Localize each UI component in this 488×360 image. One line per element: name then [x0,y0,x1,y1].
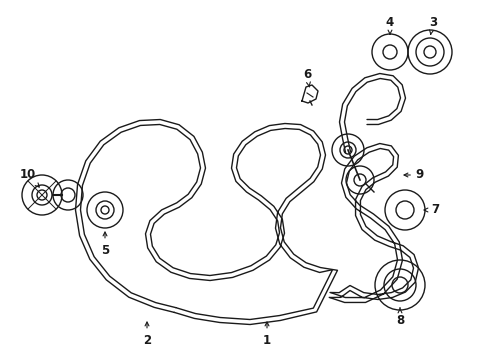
Text: 5: 5 [101,232,109,256]
Text: 7: 7 [423,203,438,216]
Text: 10: 10 [20,168,39,187]
Text: 2: 2 [142,322,151,346]
Text: 8: 8 [395,308,403,327]
Text: 6: 6 [302,68,310,87]
Text: 4: 4 [385,15,393,34]
Text: 9: 9 [403,168,423,181]
Text: 1: 1 [263,322,270,346]
Text: 3: 3 [428,15,436,34]
